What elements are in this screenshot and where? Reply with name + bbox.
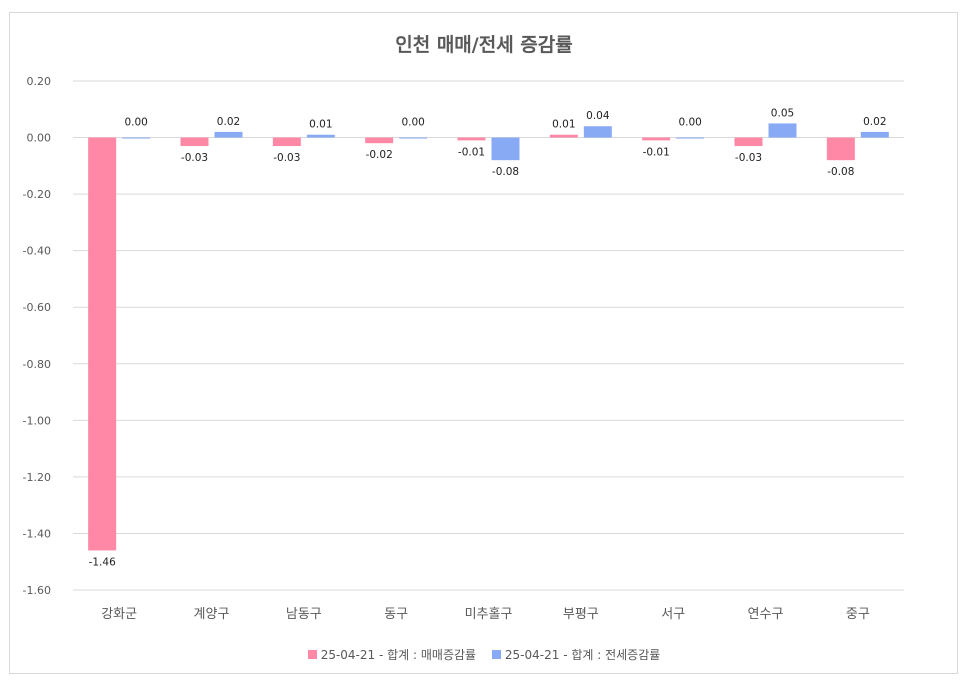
- y-tick-label: -1.20: [23, 471, 51, 484]
- bar-jeonse: [399, 137, 428, 139]
- data-label: 0.01: [552, 119, 575, 131]
- chart-legend: 25-04-21 - 합계 : 매매증감률 25-04-21 - 합계 : 전세…: [0, 646, 968, 663]
- y-tick-label: -0.60: [23, 301, 51, 314]
- x-tick-label: 계양구: [194, 607, 230, 622]
- data-label: -0.03: [181, 152, 208, 164]
- bar-jeonse: [491, 137, 520, 161]
- legend-swatch-jeonse: [491, 650, 501, 659]
- legend-label-sale: 25-04-21 - 합계 : 매매증감률: [320, 648, 477, 662]
- x-tick-label: 부평구: [563, 607, 599, 622]
- bar-jeonse: [676, 137, 705, 139]
- data-label: 0.02: [863, 116, 886, 128]
- y-tick-label: 0.20: [27, 75, 52, 88]
- bar-sale: [180, 137, 209, 147]
- y-tick-label: -0.40: [23, 245, 51, 258]
- bar-sale: [826, 137, 855, 161]
- data-label: -0.08: [827, 166, 854, 178]
- x-tick-label: 미추홀구: [465, 607, 513, 622]
- x-tick-label: 강화군: [101, 607, 137, 622]
- bar-sale: [272, 137, 301, 147]
- x-tick-label: 동구: [384, 607, 408, 622]
- bar-sale: [365, 137, 394, 144]
- data-label: 0.02: [217, 116, 240, 128]
- data-label: -0.08: [492, 166, 519, 178]
- y-tick-label: 0.00: [27, 132, 52, 145]
- data-label: 0.01: [309, 119, 332, 131]
- y-tick-label: -1.60: [23, 584, 51, 597]
- y-tick-label: -0.20: [23, 188, 51, 201]
- bar-sale: [549, 134, 578, 138]
- bar-jeonse: [122, 137, 151, 139]
- data-label: 0.00: [401, 117, 424, 129]
- data-label: -1.46: [89, 556, 116, 568]
- bar-sale: [642, 137, 671, 141]
- bar-sale: [88, 137, 117, 551]
- data-label: -0.01: [458, 146, 485, 158]
- x-tick-label: 중구: [846, 607, 870, 622]
- bar-jeonse: [214, 131, 243, 138]
- y-tick-label: -0.80: [23, 358, 51, 371]
- legend-swatch-sale: [307, 650, 317, 659]
- data-label: 0.00: [124, 117, 147, 129]
- data-label: 0.05: [771, 107, 794, 119]
- bar-jeonse: [583, 126, 612, 138]
- data-label: 0.04: [586, 110, 610, 122]
- x-tick-label: 서구: [661, 607, 685, 622]
- bar-jeonse: [860, 131, 889, 138]
- data-label: -0.03: [735, 152, 762, 164]
- data-label: 0.00: [678, 117, 701, 129]
- x-tick-label: 남동구: [286, 607, 322, 622]
- data-label: -0.03: [273, 152, 300, 164]
- bar-sale: [734, 137, 763, 147]
- y-tick-label: -1.00: [23, 414, 51, 427]
- legend-label-jeonse: 25-04-21 - 합계 : 전세증감률: [504, 648, 661, 662]
- legend-item-jeonse: 25-04-21 - 합계 : 전세증감률: [491, 646, 661, 663]
- legend-item-sale: 25-04-21 - 합계 : 매매증감률: [307, 646, 477, 663]
- chart-frame: [9, 12, 958, 674]
- bar-jeonse: [768, 123, 797, 138]
- data-label: -0.02: [366, 149, 393, 161]
- data-label: -0.01: [643, 146, 670, 158]
- chart-title: 인천 매매/전세 증감률: [395, 34, 573, 56]
- x-tick-label: 연수구: [748, 607, 784, 622]
- bar-jeonse: [306, 134, 335, 138]
- bar-sale: [457, 137, 486, 141]
- y-tick-label: -1.40: [23, 527, 51, 540]
